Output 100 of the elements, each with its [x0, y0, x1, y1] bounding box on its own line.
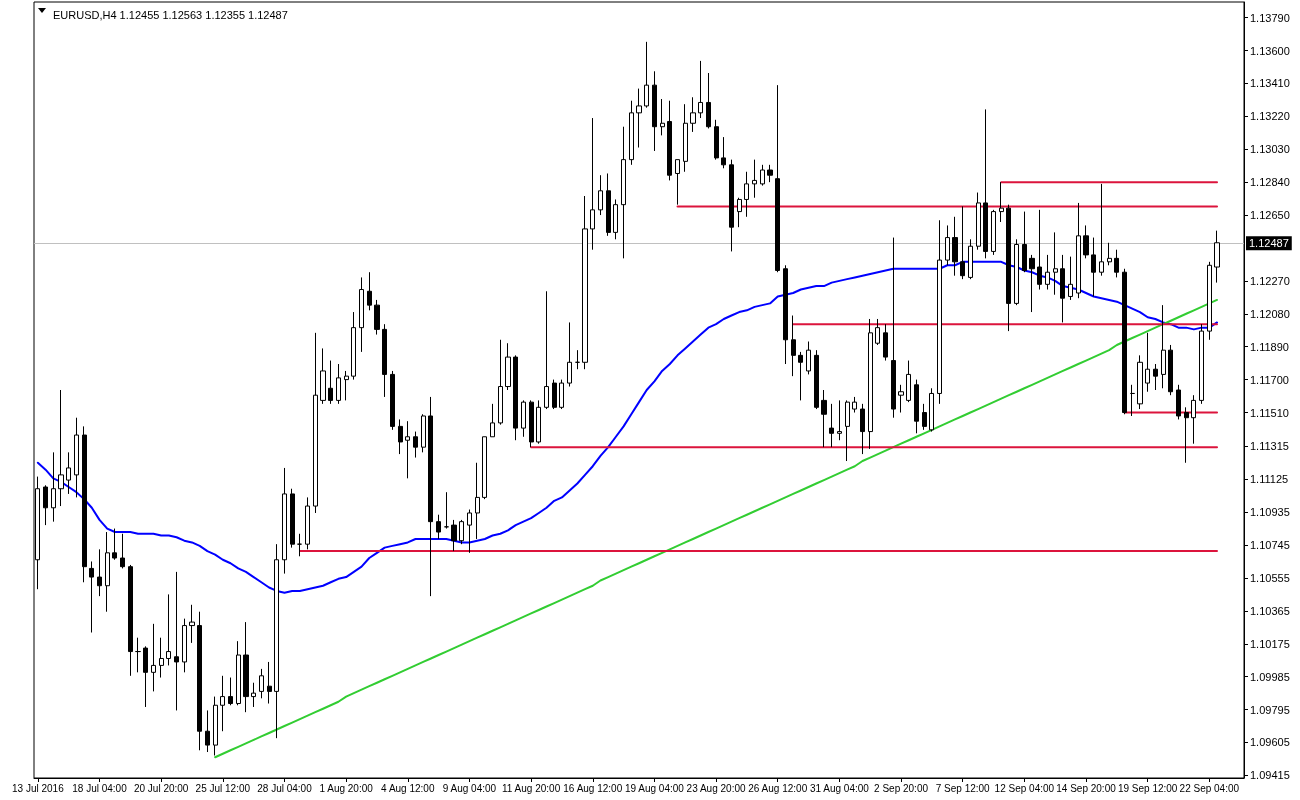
y-tick-label: 1.09985 — [1250, 670, 1290, 683]
candlestick — [97, 548, 102, 597]
candlestick — [690, 96, 696, 133]
candlestick — [105, 531, 110, 613]
candlestick — [43, 484, 48, 526]
candlestick — [1029, 254, 1035, 313]
candlestick — [898, 384, 904, 414]
candlestick — [467, 509, 472, 554]
line-series — [214, 298, 1219, 759]
candlestick — [821, 389, 827, 448]
candlestick — [182, 618, 187, 673]
candlestick — [274, 543, 279, 739]
candlestick — [891, 237, 896, 419]
y-tick-label: 1.11700 — [1250, 373, 1289, 386]
candlestick — [336, 363, 341, 405]
candlestick — [205, 709, 210, 753]
candlestick — [675, 159, 680, 206]
candlestick — [652, 70, 657, 152]
candlestick — [791, 315, 796, 377]
y-tick-label: 1.12270 — [1250, 274, 1290, 287]
y-tick-label: 1.09415 — [1250, 769, 1290, 782]
y-tick-label: 1.10175 — [1250, 637, 1290, 650]
candlestick — [1068, 256, 1073, 301]
candlestick — [1022, 211, 1027, 273]
candlestick — [498, 339, 503, 426]
candlestick — [629, 100, 634, 166]
candlestick — [582, 195, 588, 370]
x-tick-label: 31 Aug 04:00 — [809, 782, 870, 794]
candlestick — [74, 417, 79, 498]
candlestick — [243, 621, 249, 713]
candlestick — [806, 341, 811, 375]
candlestick — [159, 637, 164, 679]
candlestick — [521, 399, 526, 438]
candlestick — [351, 311, 356, 381]
candlestick — [174, 571, 179, 711]
candlestick — [767, 164, 773, 183]
candlestick — [536, 399, 541, 445]
x-tick-label: 2 Sep 20:00 — [874, 782, 929, 794]
candlestick — [1060, 254, 1065, 323]
x-tick-label: 19 Aug 04:00 — [624, 782, 685, 794]
candlestick — [744, 171, 749, 218]
y-tick-label: 1.10365 — [1250, 604, 1290, 617]
candlestick — [1184, 406, 1189, 464]
y-tick-label: 1.09605 — [1250, 736, 1290, 749]
candlestick — [344, 370, 349, 401]
candlestick — [721, 136, 726, 169]
candlestick — [267, 661, 272, 705]
candlestick — [451, 519, 457, 552]
y-tick-label: 1.10745 — [1250, 539, 1290, 552]
candlestick — [112, 528, 117, 561]
y-tick-label: 1.13410 — [1250, 77, 1290, 90]
y-tick-label: 1.09795 — [1250, 703, 1290, 716]
candlestick — [976, 192, 981, 251]
candlestick — [1130, 384, 1135, 417]
candlestick — [282, 467, 287, 575]
y-tick-label: 1.11315 — [1250, 440, 1289, 453]
candlestick — [166, 593, 171, 666]
candlestick — [313, 332, 318, 514]
y-tick-label: 1.12080 — [1250, 307, 1290, 320]
candlestick — [444, 491, 449, 530]
candlestick — [683, 103, 688, 173]
candlestick — [714, 119, 719, 161]
y-tick-label: 1.11125 — [1250, 473, 1289, 486]
candlestick — [1006, 204, 1011, 332]
candlestick — [120, 533, 125, 569]
candlestick — [613, 198, 618, 240]
x-tick-label: 28 Jul 04:00 — [257, 782, 313, 794]
candlestick — [51, 451, 56, 523]
candlestick — [382, 323, 387, 398]
candlestick — [290, 488, 295, 549]
candlestick — [968, 238, 973, 280]
x-tick-label: 22 Sep 04:00 — [1179, 782, 1240, 794]
candlestick — [220, 675, 225, 732]
candlestick — [413, 431, 418, 459]
candlestick — [1045, 254, 1050, 291]
candlestick — [143, 645, 148, 708]
candlestick — [983, 108, 988, 259]
candlestick — [513, 354, 518, 441]
candlestick — [752, 159, 757, 199]
candlestick — [128, 564, 133, 677]
candlestick — [845, 399, 850, 462]
candlestick — [228, 677, 233, 706]
candlestick — [883, 323, 888, 362]
candlestick — [644, 41, 649, 109]
candlestick — [1114, 249, 1119, 278]
candlestick — [490, 403, 495, 438]
candlestick — [475, 462, 480, 540]
candlestick — [999, 181, 1004, 223]
x-tick-label: 19 Sep 12:00 — [1117, 782, 1178, 794]
y-tick-label: 1.13220 — [1250, 110, 1290, 123]
candlestick — [328, 360, 333, 405]
candlestick — [320, 347, 326, 405]
candlestick — [251, 682, 256, 708]
candlestick — [660, 98, 665, 136]
candlestick — [590, 117, 595, 251]
candlestick — [914, 379, 919, 434]
y-tick-label: 1.10555 — [1250, 571, 1290, 584]
candlestick — [598, 174, 603, 216]
candlestick — [1199, 323, 1204, 405]
candlestick — [421, 413, 426, 453]
